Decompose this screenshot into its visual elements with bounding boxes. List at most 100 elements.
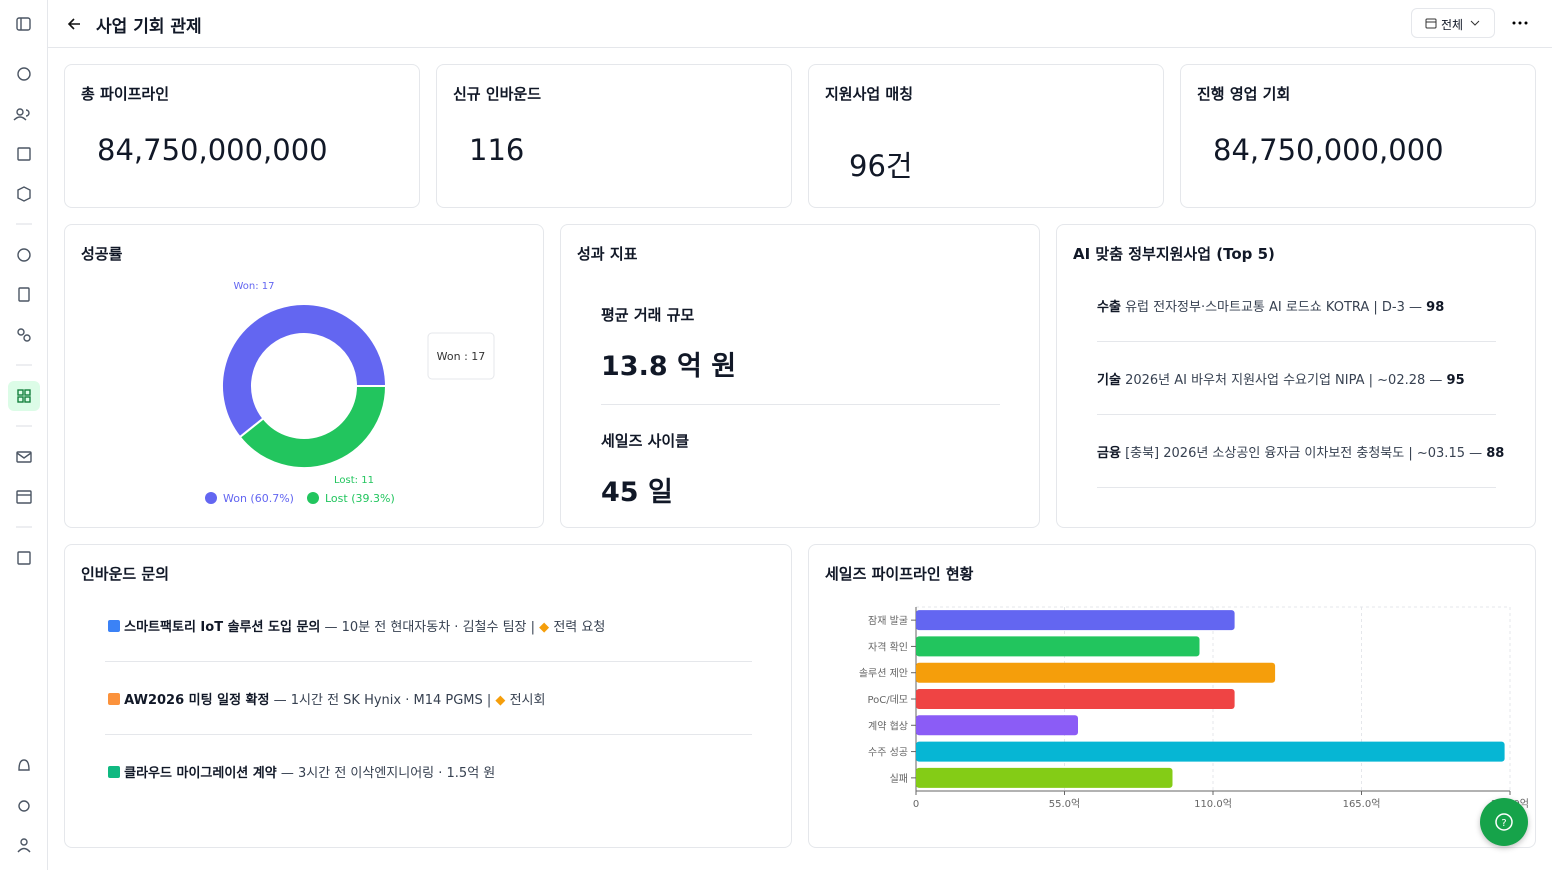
success-rate-card: 성공률 Won: 17 Lost: 11 Won : 17 Won (60.7%) Lo… bbox=[64, 224, 544, 528]
program-tag: 금융 bbox=[1097, 446, 1121, 461]
bar bbox=[916, 610, 1235, 631]
toggle-icon[interactable] bbox=[16, 17, 31, 31]
tag-icon: ◆ bbox=[495, 693, 506, 708]
y-tick-label: 솔루션 제안 bbox=[859, 668, 908, 680]
divider bbox=[1097, 341, 1496, 342]
calendar-icon bbox=[1425, 18, 1437, 29]
nav-icon[interactable] bbox=[17, 248, 31, 262]
kpi-card: 신규 인바운드 116 bbox=[436, 64, 792, 208]
kpi-value: 96건 bbox=[849, 149, 913, 183]
kpi-card: 총 파이프라인 84,750,000,000 bbox=[64, 64, 420, 208]
nav-active-bg[interactable] bbox=[8, 381, 40, 411]
legend-label: Lost (39.3%) bbox=[325, 492, 395, 505]
chevron bbox=[1470, 20, 1480, 26]
kpi-value: 116 bbox=[469, 133, 525, 167]
data-label: Lost: 11 bbox=[334, 475, 374, 486]
x-tick-label: 110.0억 bbox=[1194, 798, 1232, 810]
legend-label: Won (60.7%) bbox=[223, 492, 294, 505]
item-icon bbox=[108, 693, 120, 705]
program-item[interactable]: 기술 2026년 AI 바우처 지원사업 수요기업 NIPA | ~02.28 … bbox=[1097, 369, 1465, 388]
program-score: 88 bbox=[1486, 446, 1505, 461]
bar bbox=[916, 767, 1173, 788]
inbound-meta: — 3시간 전 이삭엔지니어링 · 1.5억 원 bbox=[280, 766, 496, 781]
nav-icon[interactable] bbox=[17, 551, 31, 565]
nav-icon[interactable] bbox=[16, 108, 24, 116]
program-tag: 수출 bbox=[1097, 300, 1121, 315]
metric-label: 세일즈 사이클 bbox=[601, 432, 690, 450]
back-button[interactable] bbox=[66, 16, 82, 32]
legend-swatch bbox=[307, 492, 319, 504]
nav-icon[interactable] bbox=[16, 451, 32, 463]
kpi-card: 진행 영업 기회 84,750,000,000 bbox=[1180, 64, 1536, 208]
pipeline-card: 세일즈 파이프라인 현황 055.0억110.0억165.0억220.0억잠재 … bbox=[808, 544, 1536, 848]
help-button[interactable]: ? bbox=[1480, 798, 1528, 846]
program-item[interactable]: 금융 [충북] 2026년 소상공인 융자금 이차보전 충청북도 | ~03.1… bbox=[1097, 442, 1504, 461]
inbound-tag: 전력 요청 bbox=[553, 620, 606, 635]
program-text: 2026년 AI 바우처 지원사업 수요기업 NIPA | ~02.28 — bbox=[1125, 373, 1443, 388]
nav-icon[interactable] bbox=[16, 490, 32, 504]
legend-swatch bbox=[205, 492, 217, 504]
y-tick-label: PoC/데모 bbox=[867, 694, 908, 706]
bar bbox=[916, 715, 1078, 736]
program-score: 98 bbox=[1426, 300, 1445, 315]
inbound-title: 스마트팩토리 IoT 솔루션 도입 문의 bbox=[124, 620, 321, 635]
card-title: 성공률 bbox=[81, 245, 123, 263]
inbound-meta: — 10분 전 현대자동차 · 김철수 팀장 | bbox=[324, 620, 536, 635]
inbound-tag: 전시회 bbox=[509, 693, 546, 708]
program-score: 95 bbox=[1446, 373, 1465, 388]
kpi-label: 진행 영업 기회 bbox=[1197, 85, 1291, 103]
nav-icon[interactable] bbox=[18, 800, 30, 812]
kpi-card: 지원사업 매칭 96건 bbox=[808, 64, 1164, 208]
y-tick-label: 잠재 발굴 bbox=[868, 615, 908, 627]
inbound-title: 클라우드 마이그레이션 계약 bbox=[124, 766, 277, 781]
nav-icon[interactable] bbox=[17, 186, 31, 202]
filter-button[interactable]: 전체 bbox=[1411, 8, 1495, 38]
nav-icon[interactable] bbox=[20, 838, 28, 846]
nav-icon[interactable] bbox=[17, 147, 31, 161]
divider bbox=[105, 734, 752, 735]
metric-value: 45 일 bbox=[601, 477, 673, 508]
donut-segment bbox=[238, 385, 388, 469]
help-icon: ? bbox=[1495, 813, 1513, 831]
x-tick-label: 55.0억 bbox=[1049, 798, 1080, 810]
kpi-label: 지원사업 매칭 bbox=[825, 85, 914, 103]
inbound-meta: — 1시간 전 SK Hynix · M14 PGMS | bbox=[273, 693, 492, 708]
y-tick-label: 계약 협상 bbox=[868, 719, 908, 732]
kpi-label: 총 파이프라인 bbox=[81, 85, 170, 103]
nav-icon[interactable] bbox=[18, 759, 30, 771]
divider bbox=[1097, 487, 1496, 488]
item-icon bbox=[108, 620, 120, 632]
inbound-card: 인바운드 문의 스마트팩토리 IoT 솔루션 도입 문의 — 10분 전 현대자… bbox=[64, 544, 792, 848]
metric-label: 평균 거래 규모 bbox=[601, 306, 695, 324]
x-tick-label: 165.0억 bbox=[1343, 798, 1381, 810]
bar bbox=[916, 662, 1276, 683]
y-tick-label: 수주 성공 bbox=[868, 747, 908, 759]
nav-icon[interactable] bbox=[17, 328, 25, 336]
header: 사업 기회 관제 전체 bbox=[48, 0, 1552, 48]
kpi-value: 84,750,000,000 bbox=[1213, 133, 1444, 167]
inbound-item[interactable]: 스마트팩토리 IoT 솔루션 도입 문의 — 10분 전 현대자동차 · 김철수… bbox=[108, 616, 605, 635]
data-label: Won: 17 bbox=[233, 281, 274, 292]
program-item[interactable]: 수출 유럽 전자정부·스마트교통 AI 로드쇼 KOTRA | D-3 — 98 bbox=[1097, 296, 1444, 315]
filter-label: 전체 bbox=[1441, 18, 1464, 32]
more-button[interactable] bbox=[1510, 18, 1530, 28]
nav-icon[interactable] bbox=[18, 287, 30, 302]
nav-icon[interactable] bbox=[17, 67, 31, 81]
divider bbox=[601, 404, 1000, 405]
ai-programs-card: AI 맞춤 정부지원사업 (Top 5) 수출 유럽 전자정부·스마트교통 AI… bbox=[1056, 224, 1536, 528]
inbound-item[interactable]: 클라우드 마이그레이션 계약 — 3시간 전 이삭엔지니어링 · 1.5억 원 bbox=[108, 762, 495, 781]
inbound-item[interactable]: AW2026 미팅 일정 확정 — 1시간 전 SK Hynix · M14 P… bbox=[108, 689, 545, 708]
divider bbox=[1097, 414, 1496, 415]
item-icon bbox=[108, 766, 120, 778]
y-tick-label: 실패 bbox=[890, 773, 908, 785]
sidebar-icons bbox=[8, 17, 40, 853]
card-title: 성과 지표 bbox=[577, 245, 638, 263]
performance-card: 성과 지표 평균 거래 규모 13.8 억 원 세일즈 사이클 45 일 bbox=[560, 224, 1040, 528]
kpi-value: 84,750,000,000 bbox=[97, 133, 328, 167]
donut-segment bbox=[221, 303, 388, 439]
y-tick-label: 자격 확인 bbox=[868, 640, 908, 653]
tag-icon: ◆ bbox=[539, 620, 550, 635]
